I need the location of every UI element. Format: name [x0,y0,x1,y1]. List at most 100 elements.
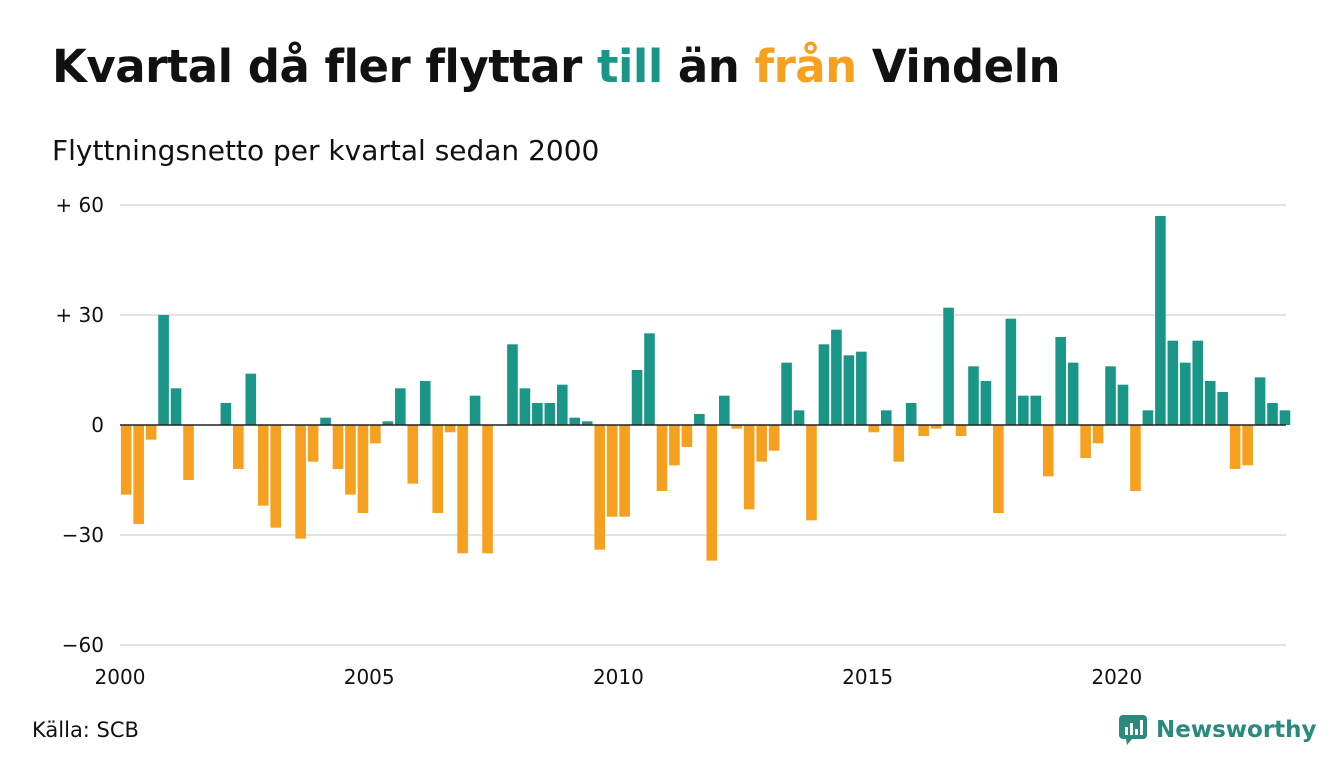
bar-chart: + 60 + 30 0 −30 −60 2000 2005 2010 2015 2020 [55,193,1291,689]
bar [557,384,568,425]
bar [1242,425,1253,466]
bar [183,425,194,480]
bar [631,370,643,425]
bar [743,425,755,510]
source-note: Källa: SCB [32,718,139,742]
bar [993,425,1004,513]
bar [619,425,630,517]
bar [694,414,705,425]
bar [332,425,344,469]
bar [245,373,257,425]
bar [868,425,880,433]
bar [644,333,655,425]
bar [1254,377,1266,425]
title-part-5: Vindeln [856,40,1061,93]
bar [880,410,892,425]
x-tick-label: 2000 [95,665,146,689]
bar [893,425,905,462]
newsworthy-logo-icon [1119,715,1147,745]
bar [1055,337,1066,425]
bar [133,425,144,524]
y-tick-label: −60 [62,633,104,657]
bar [718,395,730,425]
x-tick-label: 2005 [344,665,395,689]
bar [158,315,169,425]
bar [768,425,780,451]
bar [581,421,593,425]
bar [1279,410,1291,425]
bar [980,381,992,425]
bar [1067,362,1079,425]
bar [482,425,493,554]
bar [669,425,680,466]
bar [955,425,967,436]
bar [120,425,132,495]
title-highlight-till: till [596,40,663,93]
chart-subtitle: Flyttningsnetto per kvartal sedan 2000 [52,134,600,167]
bar [1142,410,1154,425]
bar [1167,340,1179,425]
bar [594,425,605,550]
bar [1180,362,1191,425]
bar [395,388,406,425]
bar [1105,366,1116,425]
bar [1042,425,1054,477]
bar [1192,340,1204,425]
bar [793,410,805,425]
bar [681,425,693,447]
bar [1005,318,1017,425]
y-axis-labels: + 60 + 30 0 −30 −60 [55,193,104,657]
bar [943,307,954,425]
bar [843,355,855,425]
bar [345,425,356,495]
bar [1080,425,1091,458]
bar [968,366,979,425]
bar [145,425,157,440]
bar [382,421,394,425]
bar [606,425,618,517]
bar [781,362,792,425]
x-axis-labels: 2000 2005 2010 2015 2020 [95,665,1143,689]
bars [120,216,1291,561]
bar [519,388,531,425]
bar [1229,425,1241,469]
y-tick-label: 0 [91,413,104,437]
bar [806,425,817,521]
bar [918,425,929,436]
bar [170,388,182,425]
bar [1117,384,1129,425]
bar [320,417,331,425]
bar [407,425,419,484]
bar [856,351,867,425]
bar [818,344,830,425]
bar [544,403,556,425]
bar [831,329,842,425]
title-highlight-fran: från [754,40,858,93]
bar [257,425,269,506]
bar [905,403,917,425]
bar [457,425,468,554]
bar [1130,425,1141,491]
bar [656,425,668,491]
bar [469,395,481,425]
chart-title: Kvartal då fler flyttar till än från Vin… [52,40,1061,93]
y-tick-label: + 30 [55,303,104,327]
bar [1155,216,1166,425]
bar [569,417,581,425]
bar [357,425,369,513]
bar [370,425,381,444]
bar [507,344,518,425]
title-part-1: Kvartal då fler flyttar [52,40,597,93]
bar [220,403,232,425]
bar [233,425,244,469]
bar [419,381,431,425]
x-tick-label: 2010 [593,665,644,689]
bar [1018,395,1029,425]
bar [432,425,443,513]
bar [444,425,456,433]
x-tick-label: 2020 [1091,665,1142,689]
bar [930,425,942,429]
bar [1030,395,1042,425]
bar [706,425,718,561]
bar [756,425,767,462]
